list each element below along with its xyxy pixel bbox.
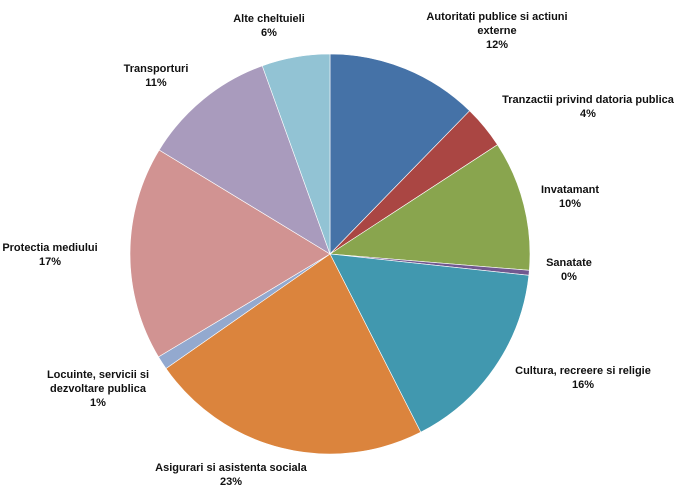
slice-label-9: Transporturi 11% bbox=[124, 63, 189, 89]
slice-name-label: Cultura, recreere si religie bbox=[515, 365, 651, 377]
slice-name-label: Protectia mediului bbox=[2, 242, 97, 254]
pie-slice-3 bbox=[329, 144, 531, 271]
slice-label-6: Asigurari si asistenta sociala 23% bbox=[155, 462, 308, 488]
slice-percent-label: 23% bbox=[220, 476, 242, 488]
slice-label-5: Cultura, recreere si religie 16% bbox=[515, 365, 651, 391]
slice-name-label: Sanatate bbox=[546, 257, 592, 269]
slice-name-label: Tranzactii privind datoria publica bbox=[502, 94, 675, 106]
slice-name-label: Alte cheltuieli bbox=[233, 13, 305, 25]
pie-slice-6 bbox=[165, 253, 422, 455]
slice-label-7: Locuinte, servicii si dezvoltare publica 1… bbox=[47, 369, 149, 409]
slice-percent-label: 11% bbox=[145, 77, 167, 89]
slice-label-10: Alte cheltuieli 6% bbox=[233, 13, 305, 39]
slice-labels: Autoritati publice si actiuni externe 12% T… bbox=[2, 11, 674, 488]
slice-name-label: Asigurari si asistenta sociala bbox=[155, 462, 308, 474]
slice-percent-label: 6% bbox=[261, 27, 277, 39]
slice-percent-label: 16% bbox=[572, 379, 594, 391]
slice-percent-label: 17% bbox=[39, 256, 61, 268]
slice-name-label: Transporturi bbox=[124, 63, 189, 75]
slice-name-label: dezvoltare publica bbox=[50, 383, 147, 395]
slice-label-8: Protectia mediului 17% bbox=[2, 242, 97, 268]
pie-slice-1 bbox=[329, 53, 471, 255]
slice-percent-label: 1% bbox=[90, 397, 106, 409]
slice-label-1: Autoritati publice si actiuni externe 12% bbox=[426, 11, 567, 51]
slice-percent-label: 4% bbox=[580, 108, 596, 120]
slice-name-label: Invatamant bbox=[541, 184, 599, 196]
slice-percent-label: 0% bbox=[561, 271, 577, 283]
slice-percent-label: 10% bbox=[559, 198, 581, 210]
pie-slices bbox=[129, 53, 531, 455]
slice-name-label: Autoritati publice si actiuni bbox=[426, 11, 567, 23]
slice-name-label: Locuinte, servicii si bbox=[47, 369, 149, 381]
slice-label-3: Invatamant 10% bbox=[541, 184, 599, 210]
slice-label-2: Tranzactii privind datoria publica 4% bbox=[502, 94, 675, 120]
slice-label-4: Sanatate 0% bbox=[546, 257, 592, 283]
pie-slice-5 bbox=[329, 253, 530, 433]
pie-slice-10 bbox=[261, 53, 331, 255]
slice-percent-label: 12% bbox=[486, 39, 508, 51]
pie-slice-8 bbox=[129, 149, 331, 358]
pie-slice-9 bbox=[158, 65, 331, 255]
slice-name-label: externe bbox=[477, 25, 516, 37]
